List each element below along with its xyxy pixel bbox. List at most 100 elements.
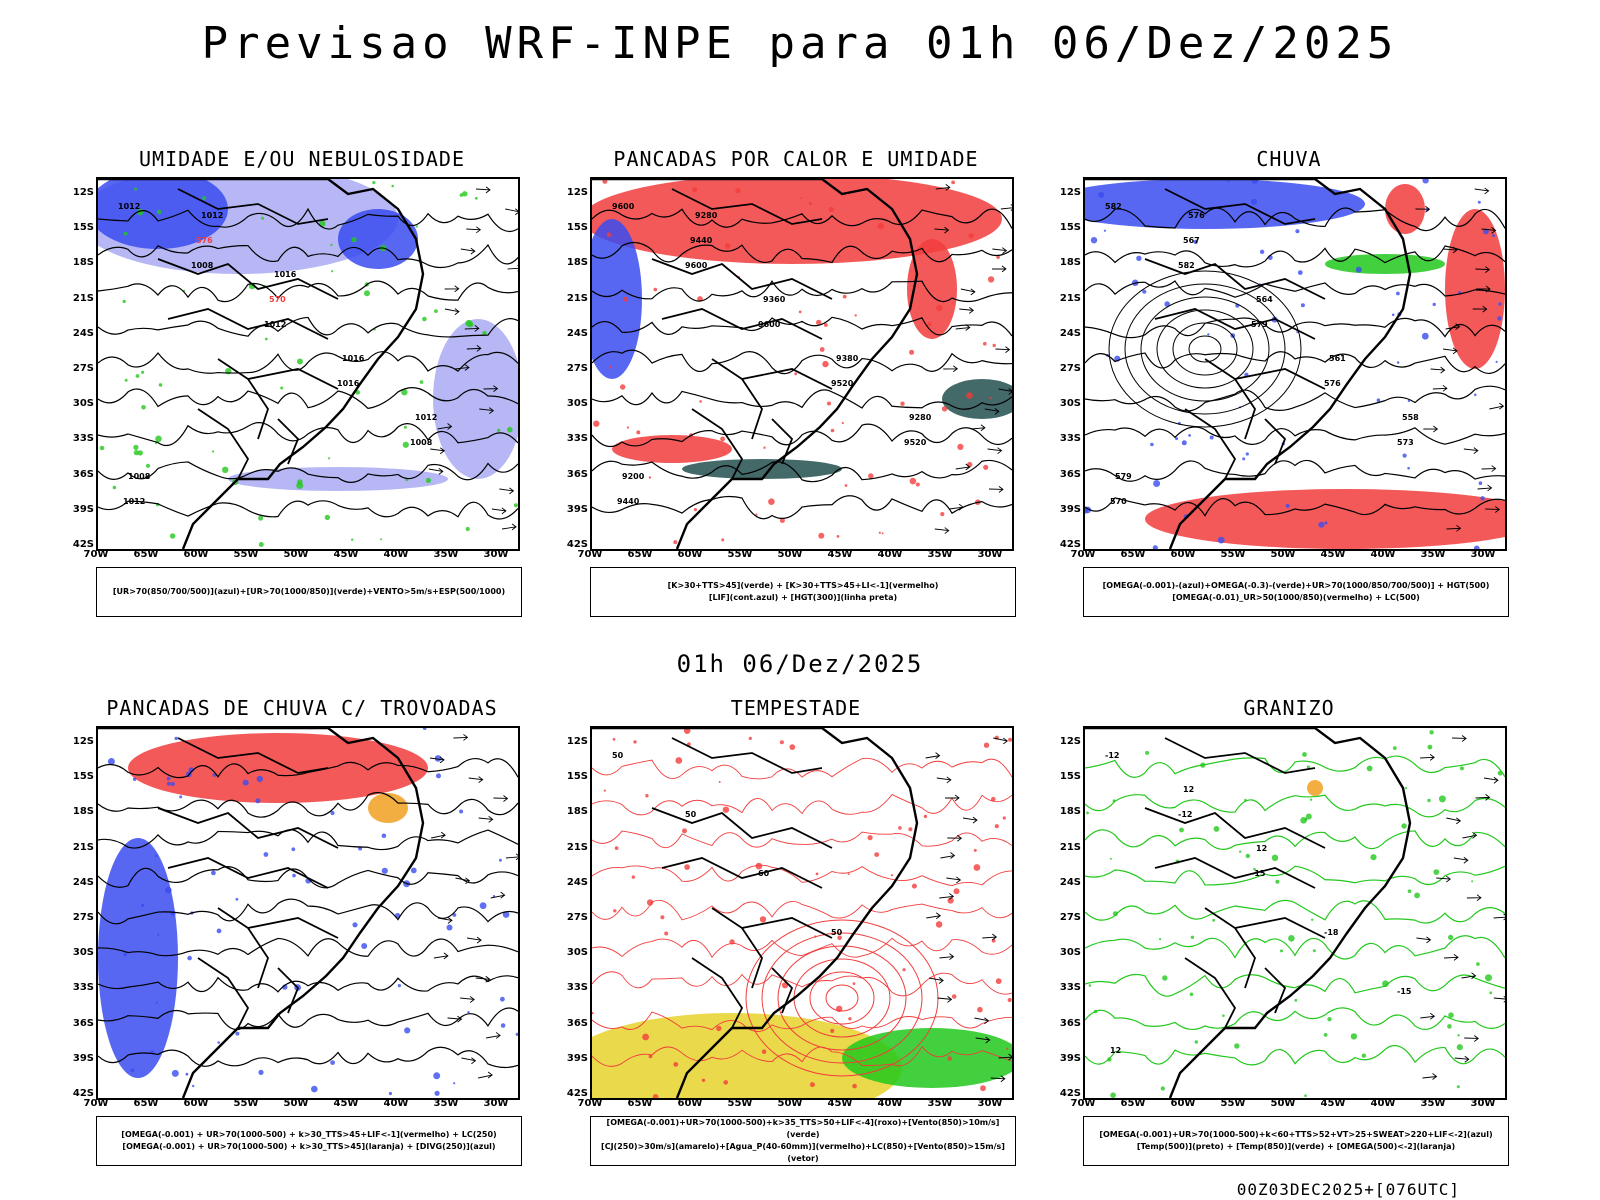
legend-line: [OMEGA(-0.001) + UR>70(1000-500) + k>30_… [122, 1142, 496, 1151]
speckle [1495, 360, 1498, 363]
speckle [994, 824, 999, 829]
speckle [1153, 480, 1161, 487]
shaded-field [942, 379, 1012, 419]
wind-arrow [486, 1032, 501, 1039]
wind-arrow [990, 1075, 1006, 1083]
wind-arrow [947, 834, 963, 842]
wind-arrow [1430, 366, 1446, 374]
speckle [467, 1011, 470, 1014]
speckle [915, 482, 920, 487]
contour-value-label: 9520 [904, 438, 927, 447]
speckle [169, 533, 176, 539]
country-border [177, 737, 329, 774]
speckle [827, 401, 831, 406]
shaded-field [433, 319, 518, 479]
speckle [381, 867, 388, 874]
contour-value-label: 50 [831, 928, 843, 937]
speckle [1160, 1086, 1165, 1091]
speckle [410, 867, 417, 874]
contour-line [98, 243, 518, 269]
country-border [1154, 308, 1316, 340]
speckle [1175, 437, 1179, 441]
speckle [1294, 998, 1298, 1002]
contour-line [592, 793, 1012, 816]
latitude-label: 39S [1059, 1052, 1081, 1064]
speckle [1085, 508, 1089, 514]
speckle [1212, 918, 1216, 922]
speckle [593, 420, 600, 427]
shaded-field [1385, 184, 1425, 234]
speckle [1421, 332, 1429, 340]
shaded-field [1307, 780, 1323, 796]
speckle [902, 968, 906, 972]
speckle [683, 728, 691, 734]
speckle [107, 758, 115, 765]
latitude-label: 12S [1059, 736, 1081, 747]
longitude-label: 55W [727, 1098, 753, 1109]
contour-line [1085, 794, 1505, 818]
contour-value-label: 561 [1329, 354, 1346, 363]
longitude-label: 60W [183, 549, 209, 560]
speckle [682, 828, 687, 834]
closed-contour [1124, 283, 1286, 415]
speckle [434, 1090, 440, 1096]
speckle [1150, 442, 1154, 447]
wind-arrow [1416, 936, 1432, 944]
longitude-label: 65W [1120, 549, 1146, 560]
shaded-field [682, 459, 842, 479]
speckle [500, 996, 505, 1002]
wind-arrow [998, 1053, 1012, 1061]
speckle [465, 526, 470, 532]
country-border [157, 807, 339, 849]
country-border [1164, 737, 1316, 774]
latitude-label: 42S [566, 1088, 588, 1099]
wind-arrow [1481, 227, 1497, 234]
speckle [881, 532, 884, 535]
longitude-label: 35W [927, 549, 953, 560]
speckle [311, 1085, 318, 1093]
speckle [1193, 239, 1198, 245]
longitude-label: 50W [777, 549, 803, 560]
speckle [1382, 980, 1389, 987]
country-border [1164, 188, 1316, 225]
contour-value-label: 1016 [337, 379, 360, 388]
longitude-label: 70W [577, 1098, 603, 1109]
speckle [1275, 879, 1280, 884]
wind-arrow [1489, 402, 1505, 410]
speckle [258, 1069, 264, 1075]
speckle [603, 789, 606, 792]
panel-title-6: GRANIZO [1243, 696, 1335, 720]
speckle [838, 255, 841, 257]
speckle [513, 503, 518, 508]
country-border [691, 957, 744, 1029]
longitude-label: 55W [233, 549, 259, 560]
speckle [701, 1078, 706, 1082]
country-border [177, 188, 329, 225]
closed-contour [1188, 335, 1222, 363]
contour-line [98, 386, 518, 410]
speckle [1280, 949, 1283, 953]
wind-arrow [455, 877, 471, 885]
speckle [973, 864, 981, 871]
contour-value-label: -12 [1105, 751, 1119, 760]
speckle [1288, 935, 1295, 942]
speckle [1142, 289, 1147, 294]
contour-line [1085, 1007, 1505, 1031]
longitude-label: 30W [483, 549, 509, 560]
speckle [800, 197, 803, 200]
longitude-label: 70W [577, 549, 603, 560]
speckle [653, 287, 658, 292]
country-border [661, 308, 823, 340]
shaded-field [228, 467, 448, 491]
contour-line [592, 389, 1012, 410]
wind-arrow [943, 365, 959, 373]
speckle [157, 933, 160, 936]
speckle [134, 187, 138, 191]
closed-contour [809, 971, 875, 1025]
wind-arrow [975, 1036, 991, 1044]
wind-arrow [1422, 1073, 1438, 1080]
shaded-field [592, 219, 642, 379]
speckle [1164, 301, 1170, 307]
speckle [425, 477, 431, 483]
speckle [699, 400, 702, 403]
